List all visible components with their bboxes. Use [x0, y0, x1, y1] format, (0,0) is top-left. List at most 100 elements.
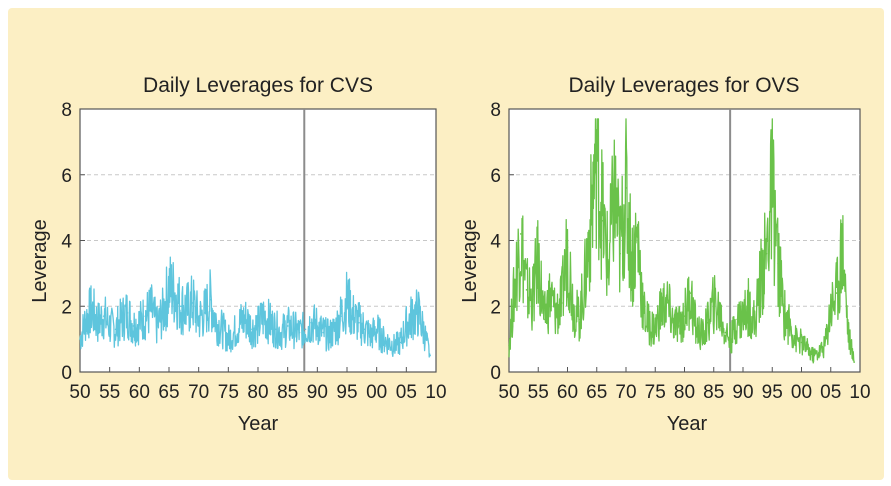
data-point [508, 344, 510, 347]
data-point [221, 328, 224, 331]
data-point [648, 325, 651, 327]
x-tick-label: 55 [528, 382, 549, 403]
figure-panel: Daily Leverages for CVS Leverage Year 0 2… [8, 8, 884, 480]
data-point [607, 266, 610, 268]
data-point [742, 315, 744, 317]
data-point [79, 338, 81, 340]
data-point [707, 321, 709, 324]
x-tick-label: 95 [762, 382, 783, 403]
data-point [298, 331, 301, 334]
data-point [197, 318, 200, 321]
data-point [812, 354, 814, 357]
data-point [156, 325, 158, 327]
data-point [405, 325, 408, 327]
data-point [346, 298, 348, 301]
data-point [102, 315, 105, 317]
data-point [549, 295, 551, 298]
data-point [514, 285, 516, 288]
series-line [79, 256, 431, 358]
data-point [590, 219, 592, 222]
x-tick-label: 10 [425, 382, 446, 403]
x-tick-label: 80 [247, 382, 268, 403]
data-point [677, 325, 680, 327]
data-point [748, 305, 750, 308]
data-point [789, 325, 791, 327]
data-point [257, 325, 259, 327]
x-tick-label: 65 [158, 382, 179, 403]
data-point [683, 315, 686, 317]
data-point [584, 279, 586, 281]
data-point [759, 279, 762, 281]
data-point [531, 298, 534, 301]
data-point [132, 325, 135, 327]
chart-cvs: Daily Leverages for CVS Leverage Year 0 2… [29, 74, 447, 435]
x-axis-label: Year [667, 413, 708, 435]
y-tick-label: 4 [61, 232, 72, 253]
data-point [701, 335, 703, 337]
data-point [186, 308, 188, 311]
x-tick-label: 60 [129, 382, 150, 403]
data-point [417, 312, 420, 314]
data-point [765, 252, 768, 255]
chart-title: Daily Leverages for CVS [143, 74, 373, 97]
data-point [316, 325, 319, 327]
x-tick-label: 70 [615, 382, 636, 403]
data-point [138, 321, 141, 324]
data-point [560, 302, 563, 304]
x-tick-label: 90 [307, 382, 328, 403]
y-tick-label: 2 [61, 297, 72, 318]
x-tick-label: 95 [336, 382, 357, 403]
data-point [841, 242, 844, 245]
data-point [162, 312, 164, 314]
data-point [352, 315, 354, 317]
x-tick-label: 05 [820, 382, 841, 403]
data-point [304, 328, 307, 331]
x-tick-label: 50 [498, 382, 519, 403]
data-point [636, 236, 639, 239]
data-point [393, 344, 396, 347]
data-point [429, 354, 431, 357]
data-point [286, 325, 289, 327]
data-point [387, 341, 390, 344]
x-tick-label: 85 [277, 382, 298, 403]
data-point [753, 321, 756, 324]
data-point [818, 351, 820, 354]
data-point [364, 328, 366, 331]
x-tick-label: 55 [99, 382, 120, 403]
data-point [144, 315, 147, 317]
data-point [824, 344, 826, 347]
data-point [209, 298, 212, 301]
data-point [292, 328, 295, 331]
data-point [519, 233, 522, 235]
data-point [269, 321, 271, 324]
y-tick-label: 8 [490, 100, 501, 121]
series-line [508, 118, 855, 364]
data-point [280, 331, 283, 334]
data-point [619, 252, 621, 255]
data-point [375, 328, 378, 331]
data-point [555, 312, 557, 314]
x-tick-label: 00 [366, 382, 387, 403]
data-point [689, 292, 692, 294]
x-tick-label: 00 [791, 382, 812, 403]
data-point [666, 302, 668, 304]
data-point [777, 262, 779, 265]
data-point [233, 331, 236, 334]
data-point [334, 328, 336, 331]
x-tick-label: 75 [645, 382, 666, 403]
data-point [718, 312, 721, 314]
data-point [525, 289, 528, 291]
y-axis-label: Leverage [29, 219, 51, 302]
data-point [180, 305, 182, 308]
data-point [245, 318, 247, 321]
data-point [847, 331, 850, 334]
data-point [251, 328, 253, 331]
x-axis-label: Year [238, 413, 279, 435]
data-point [712, 302, 715, 304]
data-point [543, 318, 545, 321]
x-tick-label: 85 [703, 382, 724, 403]
y-tick-label: 8 [61, 100, 72, 121]
data-point [203, 312, 206, 314]
y-tick-label: 6 [61, 166, 72, 187]
data-point [835, 292, 838, 294]
